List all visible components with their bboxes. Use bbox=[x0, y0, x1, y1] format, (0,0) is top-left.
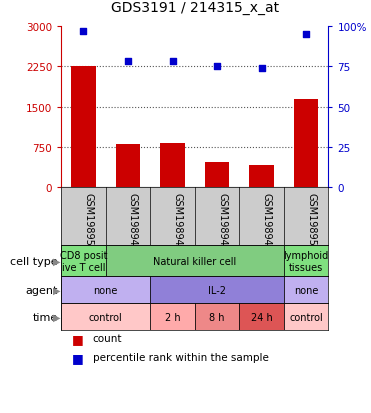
Text: CD8 posit
ive T cell: CD8 posit ive T cell bbox=[60, 250, 107, 272]
Bar bbox=[106, 246, 284, 277]
Text: 24 h: 24 h bbox=[251, 312, 272, 322]
Text: ■: ■ bbox=[72, 332, 84, 345]
Bar bbox=[294, 99, 318, 188]
Text: percentile rank within the sample: percentile rank within the sample bbox=[93, 352, 269, 362]
Text: time: time bbox=[32, 312, 58, 322]
Point bbox=[259, 65, 265, 72]
Bar bbox=[71, 67, 96, 188]
Text: GSM198958: GSM198958 bbox=[83, 192, 93, 252]
Bar bbox=[239, 304, 284, 330]
Bar bbox=[160, 143, 185, 188]
Text: ▶: ▶ bbox=[53, 285, 60, 295]
Text: 8 h: 8 h bbox=[209, 312, 225, 322]
Text: count: count bbox=[93, 334, 122, 344]
Text: ▶: ▶ bbox=[53, 312, 60, 322]
Text: ■: ■ bbox=[72, 351, 84, 364]
Text: lymphoid
tissues: lymphoid tissues bbox=[283, 250, 329, 272]
Bar bbox=[284, 277, 328, 304]
Point bbox=[170, 59, 175, 66]
Text: Natural killer cell: Natural killer cell bbox=[153, 256, 236, 266]
Bar bbox=[150, 277, 284, 304]
Bar bbox=[61, 277, 150, 304]
Text: GSM198943: GSM198943 bbox=[173, 192, 183, 251]
Text: GSM198942: GSM198942 bbox=[128, 192, 138, 252]
Point bbox=[214, 64, 220, 70]
Text: cell type: cell type bbox=[10, 256, 58, 266]
Bar bbox=[61, 246, 106, 277]
Point bbox=[303, 32, 309, 38]
Bar bbox=[284, 246, 328, 277]
Text: control: control bbox=[289, 312, 323, 322]
Bar bbox=[249, 165, 274, 188]
Text: GSM198944: GSM198944 bbox=[217, 192, 227, 251]
Bar bbox=[284, 304, 328, 330]
Text: GSM198959: GSM198959 bbox=[306, 192, 316, 252]
Bar bbox=[195, 304, 239, 330]
Text: IL-2: IL-2 bbox=[208, 285, 226, 295]
Text: GDS3191 / 214315_x_at: GDS3191 / 214315_x_at bbox=[111, 1, 279, 15]
Text: none: none bbox=[294, 285, 318, 295]
Bar bbox=[61, 304, 150, 330]
Bar bbox=[116, 145, 140, 188]
Text: ▶: ▶ bbox=[53, 256, 60, 266]
Text: agent: agent bbox=[25, 285, 58, 295]
Text: 2 h: 2 h bbox=[165, 312, 180, 322]
Text: GSM198945: GSM198945 bbox=[262, 192, 272, 252]
Point bbox=[125, 59, 131, 66]
Point bbox=[81, 28, 86, 35]
Bar bbox=[205, 162, 229, 188]
Text: none: none bbox=[93, 285, 118, 295]
Text: control: control bbox=[89, 312, 122, 322]
Bar bbox=[150, 304, 195, 330]
